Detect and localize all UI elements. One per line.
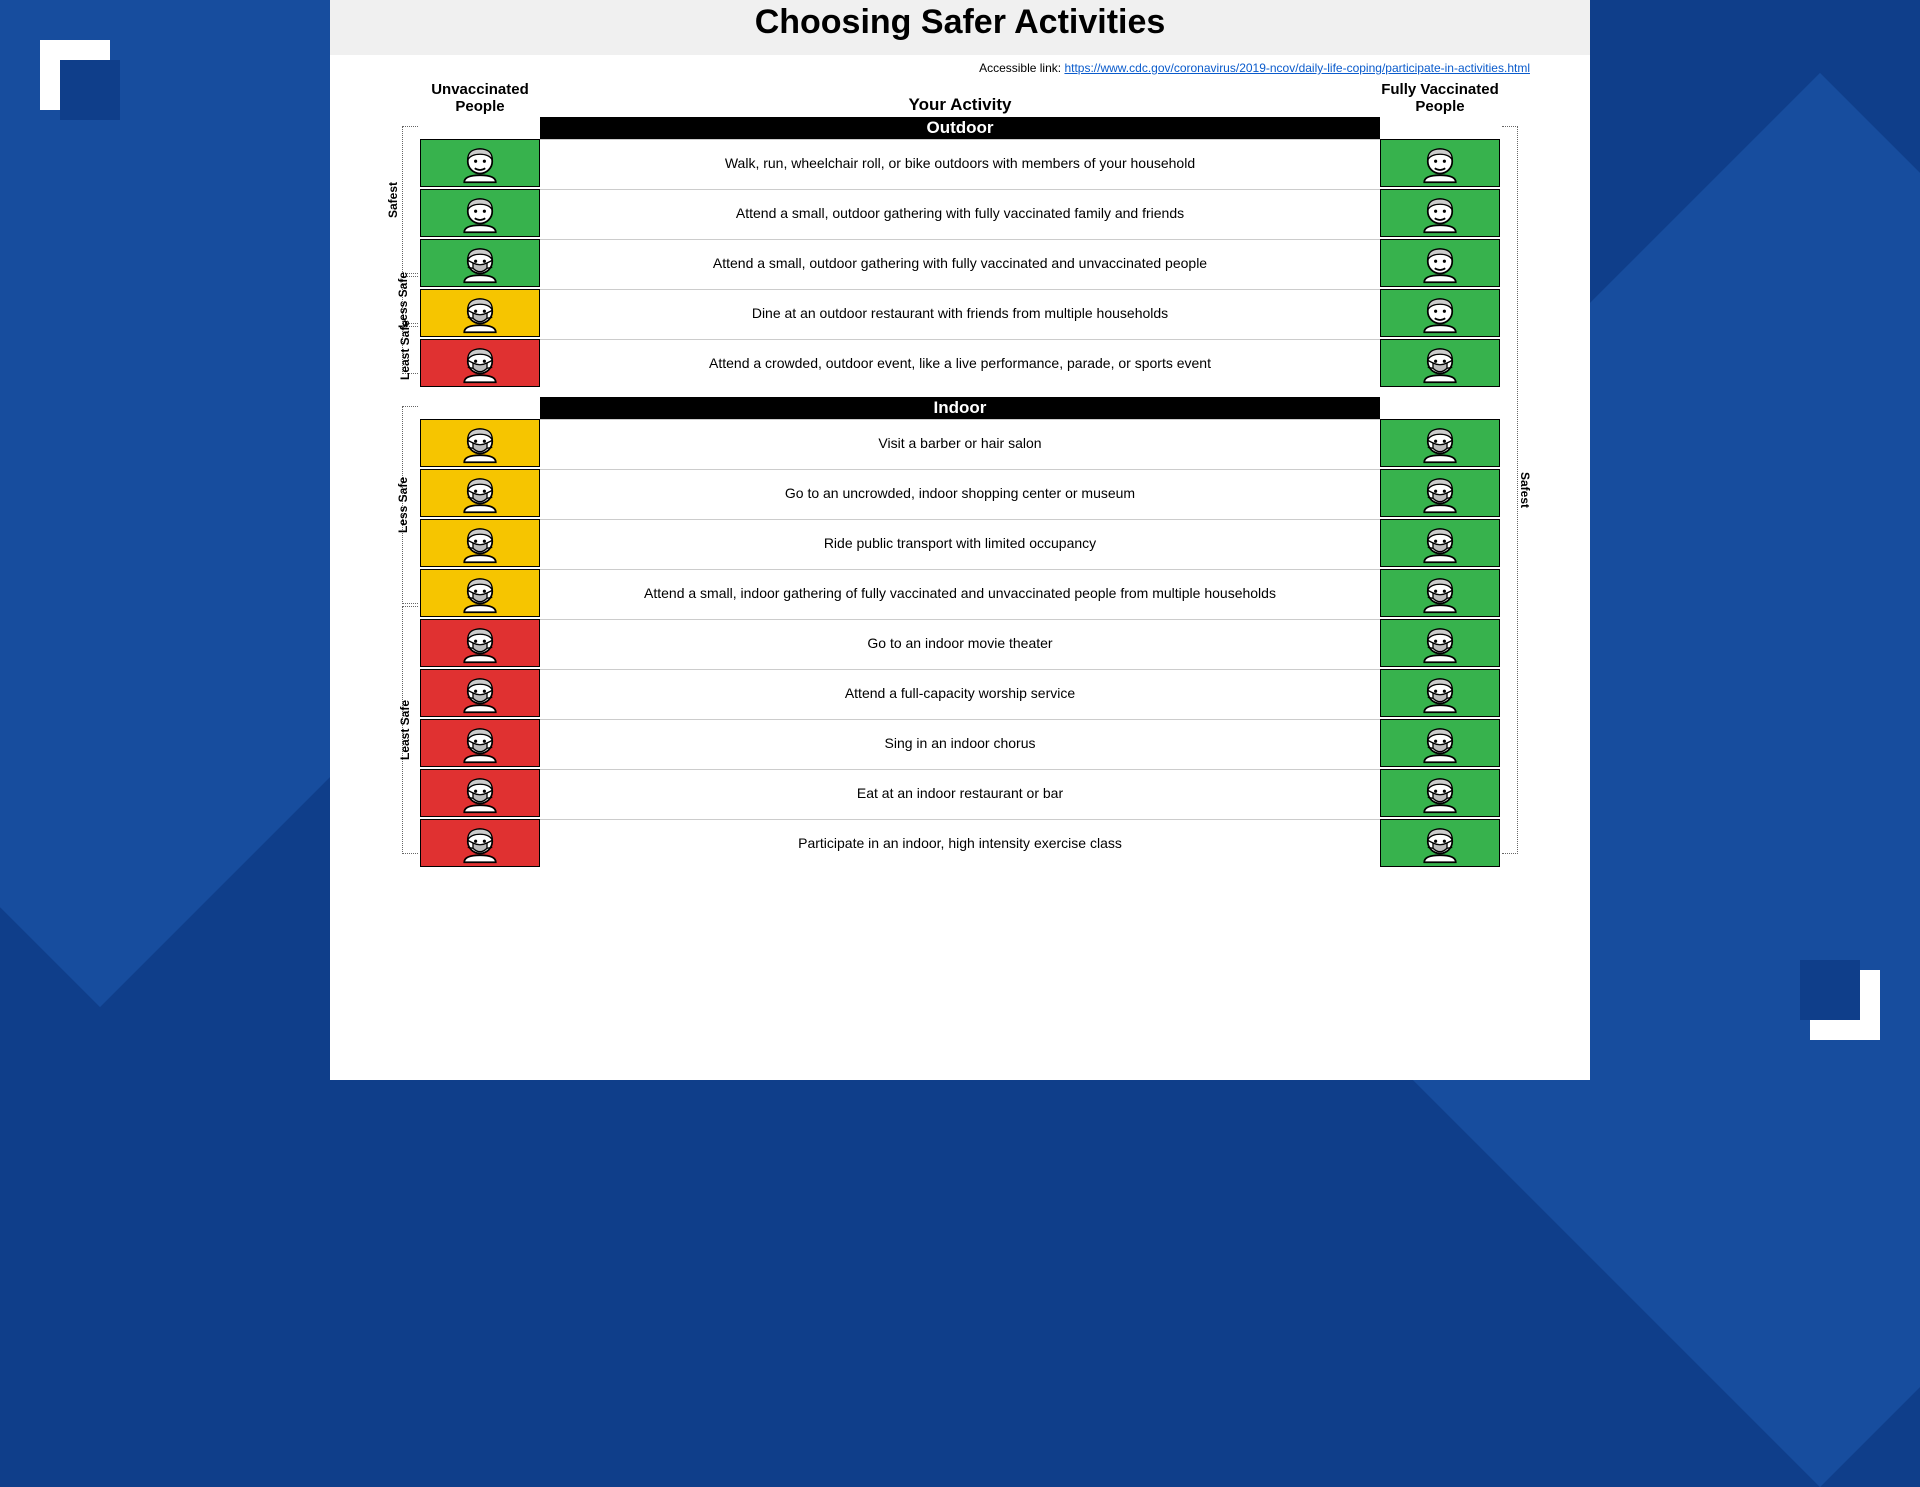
risk-cell-unvaccinated (420, 519, 540, 567)
activity-text: Attend a crowded, outdoor event, like a … (540, 339, 1380, 387)
activity-row: Attend a small, indoor gathering of full… (390, 569, 1530, 617)
risk-cell-unvaccinated (420, 419, 540, 467)
activity-row: Sing in an indoor chorus (390, 719, 1530, 767)
logo-corner-bottom-right (1810, 970, 1880, 1040)
activity-text: Attend a full-capacity worship service (540, 669, 1380, 717)
risk-cell-vaccinated (1380, 239, 1500, 287)
safety-bracket-left: Least Safe (402, 326, 418, 374)
risk-cell-unvaccinated (420, 619, 540, 667)
activity-row: Participate in an indoor, high intensity… (390, 819, 1530, 867)
risk-cell-vaccinated (1380, 819, 1500, 867)
activity-row: Eat at an indoor restaurant or bar (390, 769, 1530, 817)
activity-row: Attend a full-capacity worship service (390, 669, 1530, 717)
safety-bracket-label: Least Safe (398, 700, 412, 760)
risk-cell-unvaccinated (420, 139, 540, 187)
activity-row: Walk, run, wheelchair roll, or bike outd… (390, 139, 1530, 187)
risk-cell-unvaccinated (420, 769, 540, 817)
column-header-left: Unvaccinated People (420, 82, 540, 115)
activity-text: Attend a small, outdoor gathering with f… (540, 239, 1380, 287)
risk-cell-vaccinated (1380, 419, 1500, 467)
risk-cell-unvaccinated (420, 469, 540, 517)
risk-cell-vaccinated (1380, 189, 1500, 237)
risk-cell-vaccinated (1380, 669, 1500, 717)
risk-cell-vaccinated (1380, 339, 1500, 387)
safety-bracket-left: Less Safe (402, 406, 418, 604)
safety-bracket-left: Less Safe (402, 276, 418, 324)
risk-cell-unvaccinated (420, 239, 540, 287)
safety-bracket-label: Least Safe (398, 320, 412, 380)
activity-text: Ride public transport with limited occup… (540, 519, 1380, 567)
safety-bracket-label: Safest (386, 182, 400, 218)
logo-corner-top-left (40, 40, 110, 110)
activity-text: Attend a small, indoor gathering of full… (540, 569, 1380, 617)
activity-row: Attend a small, outdoor gathering with f… (390, 239, 1530, 287)
safety-bracket-left: Safest (402, 126, 418, 274)
activity-text: Participate in an indoor, high intensity… (540, 819, 1380, 867)
safety-bracket-label: Safest (1518, 472, 1532, 508)
activity-text: Go to an uncrowded, indoor shopping cent… (540, 469, 1380, 517)
risk-cell-unvaccinated (420, 669, 540, 717)
activity-text: Eat at an indoor restaurant or bar (540, 769, 1380, 817)
section-header: Indoor (540, 397, 1380, 419)
risk-cell-unvaccinated (420, 289, 540, 337)
section-header: Outdoor (540, 117, 1380, 139)
activity-row: Go to an indoor movie theater (390, 619, 1530, 667)
activity-text: Visit a barber or hair salon (540, 419, 1380, 467)
document-page: Choosing Safer Activities Accessible lin… (330, 0, 1590, 1080)
risk-cell-vaccinated (1380, 519, 1500, 567)
activity-text: Walk, run, wheelchair roll, or bike outd… (540, 139, 1380, 187)
risk-cell-unvaccinated (420, 569, 540, 617)
activity-text: Attend a small, outdoor gathering with f… (540, 189, 1380, 237)
activity-text: Sing in an indoor chorus (540, 719, 1380, 767)
risk-cell-vaccinated (1380, 289, 1500, 337)
safety-bracket-right: Safest (1502, 126, 1518, 854)
safety-bracket-left: Least Safe (402, 606, 418, 854)
accessible-link-line: Accessible link: https://www.cdc.gov/cor… (330, 55, 1590, 77)
page-title: Choosing Safer Activities (330, 0, 1590, 55)
safety-bracket-label: Less Safe (396, 477, 410, 533)
column-header-right: Fully Vaccinated People (1380, 82, 1500, 115)
risk-cell-unvaccinated (420, 719, 540, 767)
risk-cell-vaccinated (1380, 719, 1500, 767)
activity-row: Dine at an outdoor restaurant with frien… (390, 289, 1530, 337)
accessible-label: Accessible link: (979, 61, 1061, 75)
risk-cell-vaccinated (1380, 769, 1500, 817)
risk-cell-vaccinated (1380, 469, 1500, 517)
risk-cell-vaccinated (1380, 619, 1500, 667)
activity-row: Attend a small, outdoor gathering with f… (390, 189, 1530, 237)
column-header-activity: Your Activity (540, 95, 1380, 115)
activity-text: Go to an indoor movie theater (540, 619, 1380, 667)
risk-cell-unvaccinated (420, 339, 540, 387)
activity-row: Go to an uncrowded, indoor shopping cent… (390, 469, 1530, 517)
risk-cell-vaccinated (1380, 569, 1500, 617)
risk-cell-unvaccinated (420, 819, 540, 867)
activity-row: Visit a barber or hair salon (390, 419, 1530, 467)
accessible-link[interactable]: https://www.cdc.gov/coronavirus/2019-nco… (1064, 61, 1530, 75)
risk-cell-vaccinated (1380, 139, 1500, 187)
activity-text: Dine at an outdoor restaurant with frien… (540, 289, 1380, 337)
risk-cell-unvaccinated (420, 189, 540, 237)
activity-row: Attend a crowded, outdoor event, like a … (390, 339, 1530, 387)
activity-row: Ride public transport with limited occup… (390, 519, 1530, 567)
